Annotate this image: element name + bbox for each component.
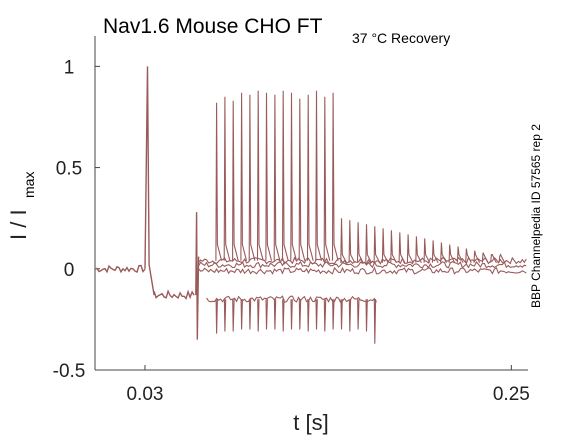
y-tick-label: 0.5: [56, 159, 82, 180]
late-pulse-spike: [448, 244, 456, 263]
negative-pulse-dip: [323, 299, 327, 332]
test-pulse-spike: [232, 100, 239, 261]
late-pulse-spike: [473, 250, 481, 263]
chart-title-subscript: 37 °C Recovery: [352, 30, 450, 46]
late-pulse-spike: [481, 252, 489, 263]
late-pulse-spike: [498, 253, 506, 263]
negative-pulse-dip: [340, 299, 343, 330]
negative-pulse-dip: [223, 299, 227, 332]
late-pulse-spike: [340, 218, 347, 263]
chart-title: Nav1.6 Mouse CHO FT: [103, 15, 323, 38]
x-tick-label: 0.25: [493, 384, 530, 405]
negative-pulse-dip: [315, 299, 318, 330]
negative-pulse-dip: [248, 299, 252, 330]
late-pulse-spike: [465, 248, 472, 263]
y-tick-label: 1: [64, 57, 75, 78]
late-pulse-spike: [423, 238, 431, 263]
test-pulse-spike: [265, 92, 273, 261]
late-pulse-spike: [365, 224, 372, 263]
late-pulse-spike: [415, 236, 422, 263]
y-axis-label-group: I / I max: [6, 172, 37, 240]
late-pulse-spike: [456, 246, 464, 263]
negative-pulse-dip: [265, 299, 268, 330]
y-tick-group: 1 0.5 0 -0.5: [53, 57, 100, 382]
test-pulse-spike: [298, 98, 306, 261]
test-pulse-spike: [223, 96, 231, 261]
test-pulse-spike: [248, 94, 256, 261]
test-pulse-spike: [215, 102, 223, 261]
trace-group: [94, 66, 527, 344]
side-note: BBP Channelpedia ID 57565 rep 2: [529, 124, 543, 308]
negative-pulse-dip: [282, 299, 285, 332]
y-tick-label: -0.5: [53, 361, 86, 382]
y-axis-label: I / I: [6, 209, 31, 240]
negative-pulse-dip: [290, 299, 293, 330]
late-pulse-spike: [390, 230, 397, 263]
trace-low: [206, 295, 377, 303]
trace-tail-1: [198, 260, 527, 269]
x-tick-group: 0.03 0.25: [126, 365, 530, 405]
trace-second-step-spike: [195, 212, 200, 340]
late-pulse-spike: [356, 222, 364, 263]
negative-pulse-dip: [215, 299, 218, 334]
negative-pulse-dip: [273, 299, 277, 330]
test-pulse-spike: [290, 92, 298, 261]
late-pulse-spike: [398, 232, 406, 263]
late-pulse-spike: [431, 240, 439, 263]
test-pulse-spike: [306, 94, 314, 261]
late-pulse-spike: [373, 226, 381, 263]
test-pulse-spike: [323, 96, 331, 261]
test-pulse-spike: [256, 90, 264, 261]
y-axis-label-subscript: max: [21, 172, 37, 198]
late-pulse-spike: [406, 234, 414, 263]
test-pulse-spike: [331, 92, 339, 261]
negative-pulse-dip: [357, 299, 360, 330]
x-tick-label: 0.03: [126, 384, 163, 405]
negative-pulse-dip: [373, 299, 377, 344]
test-pulse-spike: [315, 90, 323, 261]
late-pulse-spike: [490, 254, 497, 263]
y-tick-label: 0: [64, 260, 75, 281]
negative-pulse-dip: [232, 299, 235, 332]
late-pulse-spike: [348, 220, 356, 263]
negative-pulse-dip: [348, 299, 352, 332]
negative-pulse-dip: [365, 299, 368, 332]
test-pulse-spike: [281, 90, 289, 261]
trace-baseline: [94, 264, 146, 274]
negative-pulse-dip: [298, 299, 302, 330]
trace-tail-2: [198, 266, 527, 275]
trace-first-peak: [144, 66, 155, 296]
test-pulse-spike: [240, 92, 248, 261]
late-pulse-spike: [440, 242, 447, 263]
x-axis-label: t [s]: [293, 410, 328, 435]
negative-pulse-dip: [240, 299, 243, 330]
late-pulse-spike: [381, 228, 389, 263]
negative-pulse-dip: [332, 299, 335, 330]
negative-pulse-dip: [307, 299, 310, 332]
negative-pulse-dip: [257, 299, 260, 332]
trace-first-step: [153, 289, 195, 300]
test-pulse-spike: [273, 94, 281, 261]
